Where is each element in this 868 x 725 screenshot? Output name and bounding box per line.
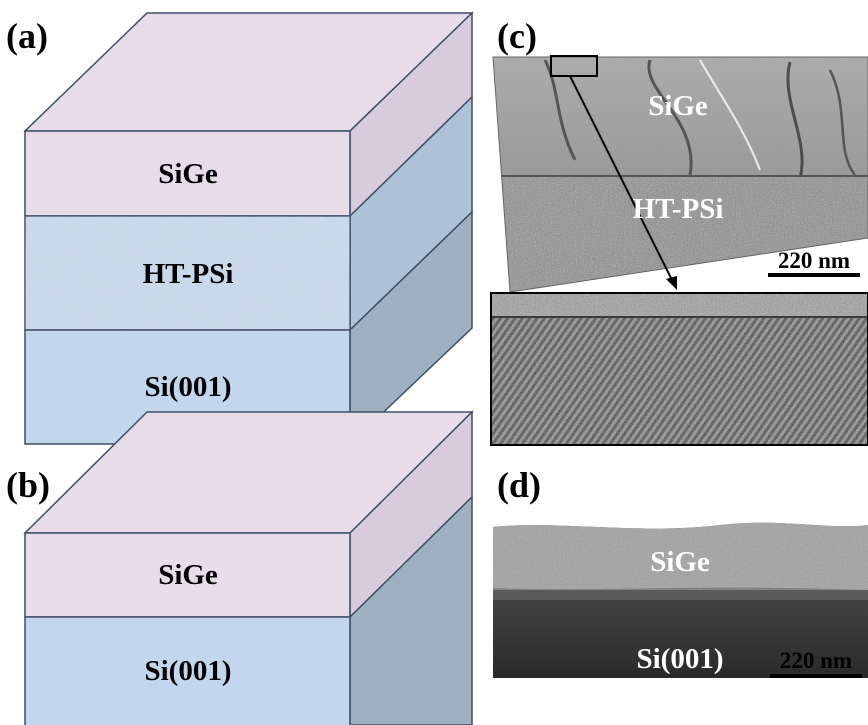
panel-d: (d) SiGe Si(001) 220 nm bbox=[493, 465, 868, 678]
zoom-box bbox=[550, 55, 598, 77]
layer-sige-label-b: SiGe bbox=[158, 559, 218, 591]
scale-bar-d-label: 220 nm bbox=[780, 648, 852, 673]
scale-bar-d bbox=[770, 674, 862, 678]
layer-si-label-b: Si(001) bbox=[145, 655, 232, 687]
tem-label-sige-d: SiGe bbox=[650, 546, 710, 578]
tem-label-htpsi: HT-PSi bbox=[633, 193, 724, 225]
tem-label-si-d: Si(001) bbox=[637, 643, 724, 675]
panel-d-label: (d) bbox=[497, 465, 541, 505]
tem-cross-section-image-d bbox=[493, 522, 868, 678]
sige-front-face bbox=[24, 130, 351, 217]
layer-htpsi-label: HT-PSi bbox=[143, 258, 234, 290]
layer-sige-label: SiGe bbox=[158, 158, 218, 190]
hrtem-inset-image bbox=[490, 292, 868, 446]
scale-bar-c-label: 220 nm bbox=[778, 248, 850, 273]
panel-a-label: (a) bbox=[6, 16, 48, 56]
panel-b: (b) SiGe Si(001) bbox=[6, 410, 474, 725]
scale-bar-c bbox=[768, 273, 860, 277]
arrow-head-icon bbox=[666, 276, 677, 290]
layer-si-label: Si(001) bbox=[145, 371, 232, 403]
panel-a: (a) SiGe HT-PSi Si(001) bbox=[6, 11, 474, 446]
sige-front-face-b bbox=[24, 532, 351, 618]
tem-label-sige: SiGe bbox=[648, 90, 708, 122]
panel-c: (c) SiGe HT-PSi 220 nm bbox=[490, 16, 868, 446]
panel-b-label: (b) bbox=[6, 465, 50, 505]
si-front-face-b bbox=[24, 616, 351, 725]
panel-c-label: (c) bbox=[497, 16, 537, 56]
zoom-arrow bbox=[569, 75, 673, 281]
